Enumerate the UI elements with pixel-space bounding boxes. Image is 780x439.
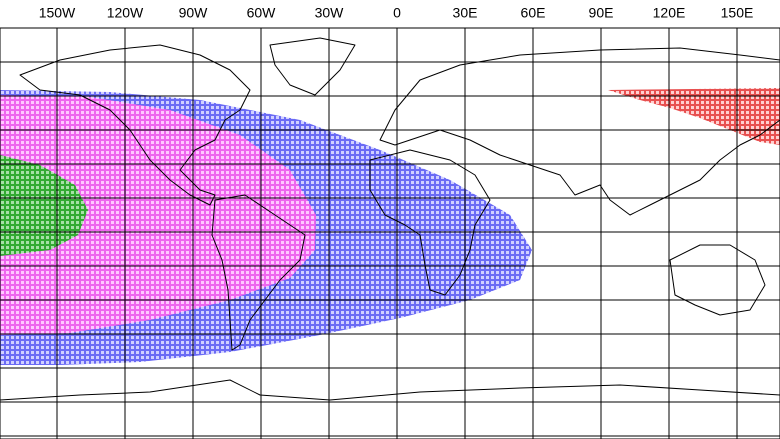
coastlines (0, 37, 780, 401)
longitude-label: 150E (721, 5, 754, 21)
eurasia (379, 47, 780, 216)
longitude-label: 30E (453, 5, 478, 21)
longitude-label: 0 (393, 5, 401, 21)
longitude-label: 120E (653, 5, 686, 21)
longitude-label: 90W (179, 5, 209, 21)
longitude-label: 30W (315, 5, 345, 21)
longitude-label: 60W (247, 5, 277, 21)
longitude-labels: 150W 120W 90W 60W 30W 0 30E 60E 90E 120E 150E (39, 5, 754, 21)
africa (369, 149, 491, 296)
graticule (0, 28, 780, 439)
magenta-region (0, 95, 316, 335)
longitude-label: 60E (521, 5, 546, 21)
green-region (0, 155, 88, 256)
shaded-regions (0, 88, 780, 365)
greenland (269, 37, 356, 96)
map-frame (0, 27, 780, 439)
longitude-label: 150W (39, 5, 76, 21)
north-america (19, 44, 251, 206)
south-america (211, 194, 306, 351)
australia (669, 244, 766, 316)
antarctica (0, 379, 780, 401)
red-region (608, 88, 780, 145)
longitude-label: 90E (589, 5, 614, 21)
longitude-label: 120W (107, 5, 144, 21)
